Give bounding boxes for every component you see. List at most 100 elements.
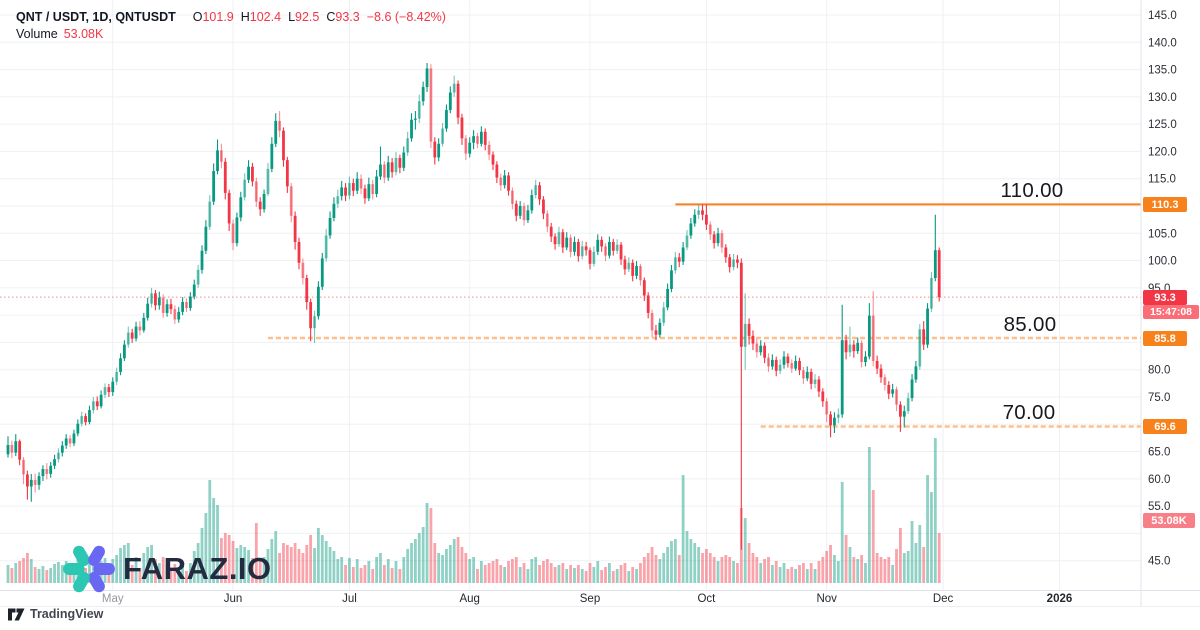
time-tick[interactable]: Jul bbox=[342, 593, 357, 605]
candle-body bbox=[45, 469, 49, 474]
candle-body bbox=[91, 401, 95, 411]
volume-bar bbox=[875, 553, 879, 583]
volume-bar bbox=[441, 555, 444, 583]
volume-bar bbox=[580, 569, 584, 583]
volume-bar bbox=[487, 563, 491, 583]
volume-bar bbox=[596, 561, 600, 583]
volume-bar bbox=[836, 561, 840, 583]
symbol-title[interactable]: QNT / USDT, 1D, QNTUSDT bbox=[16, 10, 176, 24]
volume-bar bbox=[324, 541, 328, 583]
candle-body bbox=[123, 344, 126, 359]
candle-body bbox=[712, 234, 716, 244]
volume-bar bbox=[437, 553, 441, 583]
time-tick[interactable]: May bbox=[102, 593, 124, 605]
volume-bar bbox=[429, 508, 433, 583]
candle-body bbox=[332, 203, 336, 219]
candle-body bbox=[351, 183, 355, 191]
candle-body bbox=[161, 297, 165, 313]
volume-bar bbox=[662, 553, 666, 583]
volume-bar bbox=[701, 553, 704, 583]
volume-bar bbox=[840, 482, 844, 583]
candle-body bbox=[14, 441, 18, 453]
volume-bar bbox=[212, 498, 216, 583]
volume-bar bbox=[37, 569, 41, 583]
volume-bar bbox=[33, 567, 37, 583]
volume-bar bbox=[45, 570, 49, 583]
candle-body bbox=[747, 323, 751, 336]
level-note-110[interactable]: 110.00 bbox=[1000, 179, 1064, 202]
candle-body bbox=[670, 270, 673, 289]
volume-bar bbox=[173, 564, 177, 583]
candle-body bbox=[142, 317, 146, 331]
volume-bar bbox=[161, 557, 165, 583]
volume-bar bbox=[460, 547, 464, 583]
candle-body bbox=[80, 416, 84, 424]
candle-body bbox=[10, 445, 14, 453]
price-tick: 100.0 bbox=[1148, 256, 1177, 268]
candle-body bbox=[561, 232, 565, 248]
candle-body bbox=[654, 330, 658, 335]
volume-bar bbox=[309, 535, 313, 583]
candle-body bbox=[340, 187, 344, 197]
chart-legend[interactable]: QNT / USDT, 1D, QNTUSDT O101.9 H102.4 L92.5… bbox=[16, 10, 446, 24]
volume-bar bbox=[639, 563, 642, 583]
candle-body bbox=[805, 371, 809, 379]
candle-body bbox=[673, 257, 677, 271]
level-note-70[interactable]: 70.00 bbox=[1002, 401, 1056, 424]
candle-body bbox=[452, 83, 456, 93]
time-tick[interactable]: Sep bbox=[580, 593, 600, 605]
candle-body bbox=[573, 242, 576, 252]
candle-body bbox=[887, 384, 891, 394]
time-tick[interactable]: Dec bbox=[933, 593, 954, 605]
volume-bar bbox=[53, 564, 56, 583]
candle-body bbox=[200, 250, 204, 270]
tradingview-attribution[interactable]: TradingView bbox=[8, 607, 103, 621]
time-tick[interactable]: Jun bbox=[224, 593, 243, 605]
candle-body bbox=[549, 226, 553, 237]
candle-body bbox=[119, 358, 122, 372]
candle-body bbox=[895, 389, 898, 405]
volume-bar bbox=[573, 568, 576, 583]
volume-bar bbox=[619, 565, 623, 583]
candle-body bbox=[235, 217, 239, 244]
volume-bar bbox=[576, 565, 580, 583]
volume-bar bbox=[394, 561, 398, 583]
volume-bar bbox=[115, 555, 119, 583]
volume-bar bbox=[553, 567, 557, 583]
candle-body bbox=[437, 143, 441, 158]
volume-bar bbox=[406, 549, 410, 583]
volume-legend[interactable]: Volume 53.08K bbox=[16, 27, 103, 41]
candle-body bbox=[825, 401, 829, 415]
open-value: 101.9 bbox=[202, 10, 234, 24]
time-tick[interactable]: Oct bbox=[697, 593, 716, 605]
level-note-85[interactable]: 85.00 bbox=[1003, 313, 1057, 336]
time-tick[interactable]: 2026 bbox=[1047, 593, 1073, 605]
price-tag-70: 69.6 bbox=[1143, 419, 1187, 434]
candle-body bbox=[689, 223, 693, 236]
candle-body bbox=[685, 235, 689, 248]
volume-bar bbox=[852, 557, 856, 583]
price-tick: 55.0 bbox=[1148, 501, 1170, 513]
candle-body bbox=[538, 185, 541, 200]
volume-bar bbox=[398, 569, 402, 583]
volume-bar bbox=[336, 559, 340, 583]
candle-body bbox=[313, 316, 316, 329]
volume-bar bbox=[382, 565, 386, 583]
time-tick[interactable]: Aug bbox=[459, 593, 479, 605]
time-tick[interactable]: Nov bbox=[816, 593, 837, 605]
change-value: −8.6 (−8.42%) bbox=[366, 10, 446, 24]
candle-body bbox=[285, 160, 289, 187]
tradingview-label[interactable]: TradingView bbox=[30, 607, 104, 621]
candle-body bbox=[732, 259, 735, 268]
volume-bar bbox=[534, 557, 538, 583]
candle-body bbox=[604, 246, 607, 256]
volume-bar bbox=[705, 549, 708, 583]
candle-body bbox=[770, 359, 774, 367]
volume-bar bbox=[293, 543, 297, 583]
volume-bar bbox=[763, 559, 766, 583]
volume-bar bbox=[860, 555, 863, 583]
volume-bar bbox=[499, 565, 503, 583]
volume-bar bbox=[786, 569, 790, 583]
candle-body bbox=[518, 205, 522, 216]
